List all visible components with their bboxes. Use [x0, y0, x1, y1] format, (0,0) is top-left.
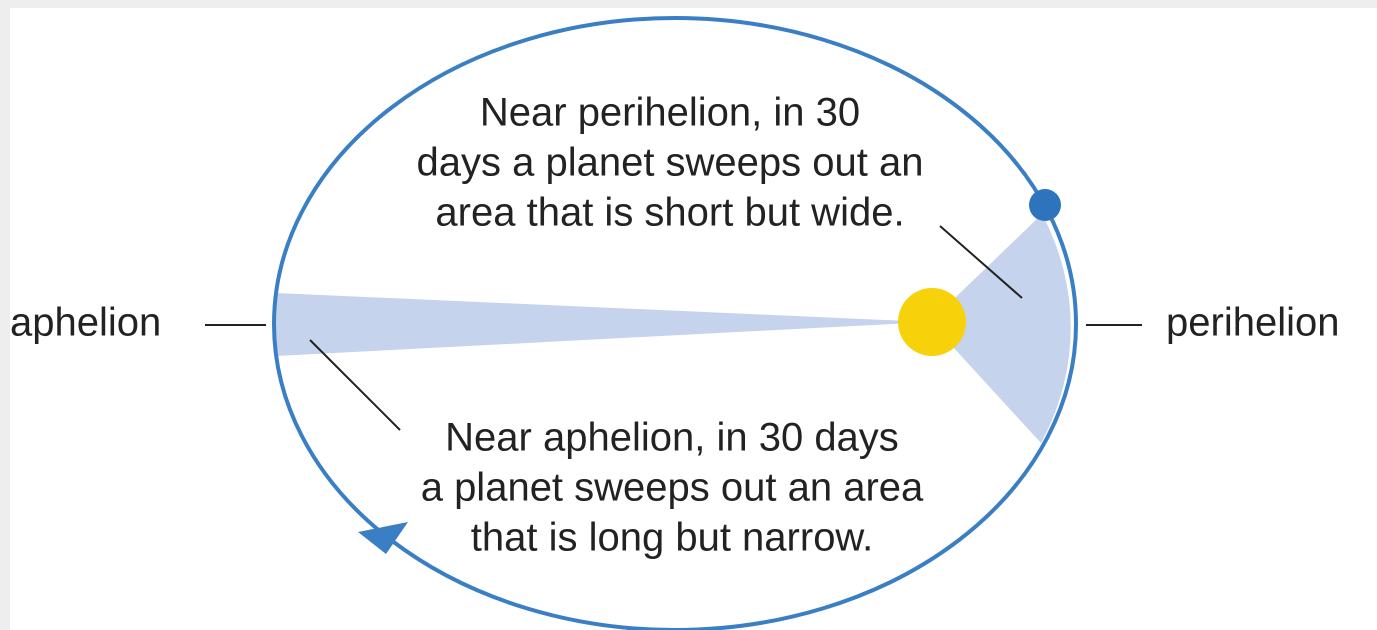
planet [1029, 189, 1061, 221]
aphelion-area [276, 293, 930, 356]
note-line: a planet sweeps out an area [421, 466, 924, 510]
notes: Near perihelion, in 30 days a planet swee… [416, 91, 924, 560]
perihelion-label: perihelion [1166, 301, 1339, 345]
note-line: days a planet sweeps out an [416, 141, 923, 185]
note-line: Near perihelion, in 30 [480, 91, 860, 135]
perihelion-area [930, 214, 1071, 443]
note-line: Near aphelion, in 30 days [445, 416, 899, 460]
orbit [272, 16, 1078, 630]
leader-line [309, 339, 401, 431]
direction-arrow [358, 522, 408, 554]
sun [898, 288, 966, 356]
aphelion-label: aphelion [10, 301, 161, 345]
note-line: that is long but narrow. [471, 516, 873, 560]
leader-line [939, 225, 1023, 299]
note-line: area that is short but wide. [435, 191, 904, 235]
